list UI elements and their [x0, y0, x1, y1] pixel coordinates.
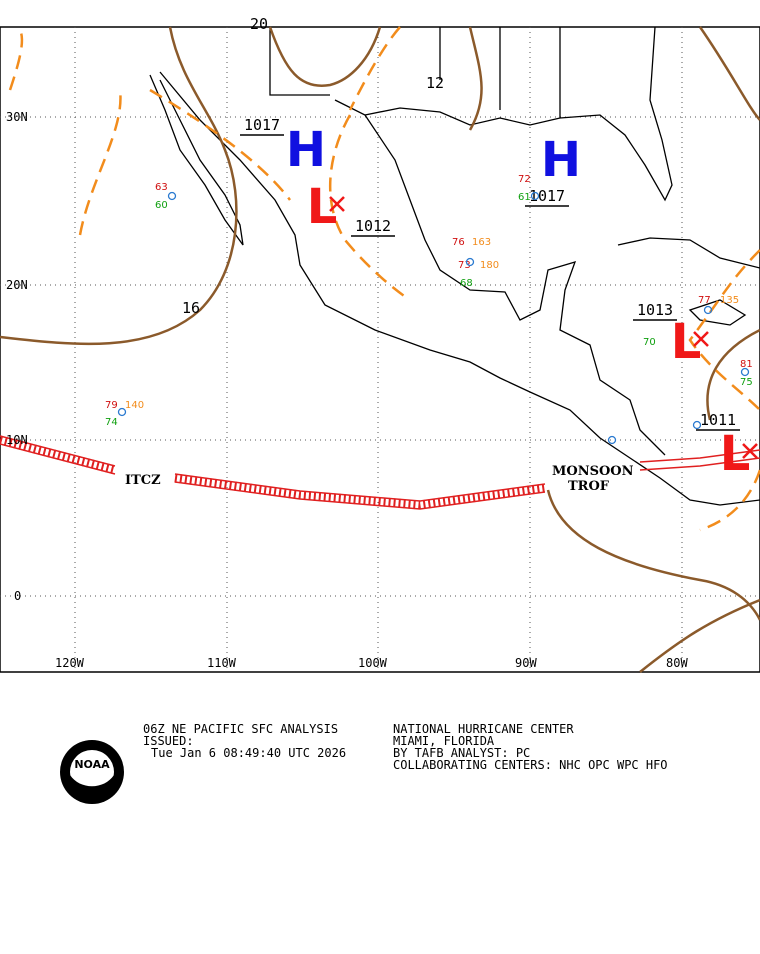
borders [269, 27, 561, 118]
trough [688, 249, 760, 411]
lat-label: 30N [6, 110, 28, 124]
isobar-label: 20 [250, 15, 268, 33]
footer-line: MIAMI, FLORIDA [393, 734, 495, 748]
graticule [0, 27, 760, 672]
station-marker [530, 191, 540, 201]
map-labels: 30N 20N 10N 0 120W 110W 100W 90W 80W 20 … [6, 15, 688, 670]
station-value: 73 [458, 260, 471, 271]
lon-label: 120W [55, 656, 85, 670]
baja-coast [149, 74, 244, 246]
itcz-hatch [0, 435, 546, 510]
trough [8, 29, 24, 91]
station-marker [692, 420, 702, 430]
lat-label: 10N [6, 433, 28, 447]
isobars [0, 26, 760, 673]
lat-label: 0 [14, 589, 21, 603]
station-value: 60 [155, 200, 168, 211]
station-value: 61 [518, 192, 531, 203]
footer-line: ISSUED: [143, 734, 194, 748]
station-marker [117, 407, 127, 417]
pressure-symbol: H [286, 122, 326, 178]
us-coast [364, 26, 673, 202]
gulf-coast [334, 99, 666, 456]
lon-label: 80W [666, 656, 688, 670]
pressure-symbol: L [307, 179, 338, 235]
trof-label: TROF [568, 479, 610, 494]
map-frame [0, 26, 760, 673]
footer: 06Z NE PACIFIC SFC ANALYSIS ISSUED: Tue … [60, 722, 668, 804]
logo-inner [70, 750, 114, 794]
coastlines [149, 26, 760, 506]
station-value: 81 [740, 359, 753, 370]
station-value: 135 [720, 295, 739, 306]
logo-text: NOAA [74, 758, 110, 771]
troughs [8, 26, 760, 532]
station-value: 75 [740, 377, 753, 388]
station-marker [465, 257, 475, 267]
station-value: 68 [460, 278, 473, 289]
logo-wave [70, 775, 114, 795]
station-value: 76 [452, 237, 465, 248]
station-marker [167, 191, 177, 201]
trough [149, 88, 291, 201]
footer-line: Tue Jan 6 08:49:40 UTC 2026 [151, 746, 346, 760]
trough [699, 469, 760, 532]
trough [78, 89, 122, 236]
station-marker [740, 367, 750, 377]
trough [348, 26, 401, 111]
itcz-edge [0, 443, 546, 510]
pressure-label: 1011 [700, 411, 736, 429]
station-value: 140 [125, 400, 144, 411]
isobar [546, 489, 760, 621]
footer-line: COLLABORATING CENTERS: NHC OPC WPC HFO [393, 758, 668, 772]
pressure-symbol: L [720, 426, 751, 482]
itcz-edge [0, 435, 546, 502]
station-value: 180 [480, 260, 499, 271]
lat-label: 20N [6, 278, 28, 292]
monsoon-label: MONSOON [552, 464, 634, 479]
monsoon-trough-line [639, 449, 760, 471]
pacific-coast [159, 71, 760, 506]
station-value: 72 [518, 174, 531, 185]
footer-line: NATIONAL HURRICANE CENTER [393, 722, 574, 736]
lon-label: 100W [358, 656, 388, 670]
pressure-label: 1013 [637, 301, 673, 319]
pressure-label: 1017 [244, 116, 280, 134]
station-value: 70 [643, 337, 656, 348]
station-value: 79 [105, 400, 118, 411]
cuba-coast [617, 237, 760, 269]
isobar-label: 12 [426, 74, 444, 92]
pressure-label: 1017 [529, 187, 565, 205]
isobar [268, 26, 382, 87]
isobar [639, 598, 760, 673]
isobar [468, 26, 483, 131]
isobar-label: 16 [182, 299, 200, 317]
hispaniola-coast [688, 299, 747, 326]
pressure-symbol: H [541, 132, 581, 188]
low-x [742, 443, 758, 459]
pressure-symbol: L [671, 314, 702, 370]
station-value: 77 [698, 295, 711, 306]
station-marker [607, 435, 617, 445]
low-x [329, 196, 345, 212]
station-value: 74 [105, 417, 118, 428]
lon-label: 90W [515, 656, 537, 670]
footer-line: 06Z NE PACIFIC SFC ANALYSIS [143, 722, 338, 736]
lon-label: 110W [207, 656, 237, 670]
isobar [706, 328, 760, 421]
low-x [693, 331, 709, 347]
station-value: 163 [472, 237, 491, 248]
pressure-label: 1012 [355, 217, 391, 235]
itcz [0, 435, 760, 510]
trough [328, 114, 411, 302]
isobar [0, 26, 238, 346]
footer-line: BY TAFB ANALYST: PC [393, 746, 530, 760]
station-marker [703, 305, 713, 315]
isobar [698, 26, 760, 121]
itcz-label: ITCZ [125, 473, 161, 488]
station-value: 63 [155, 182, 168, 193]
